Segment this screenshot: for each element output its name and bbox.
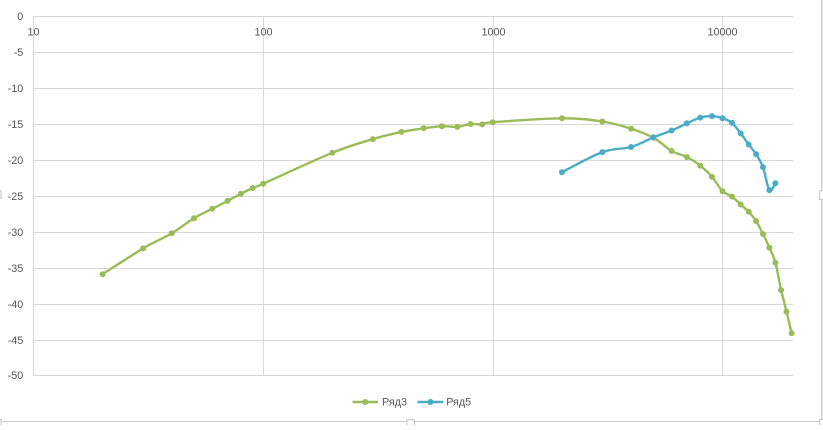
svg-text:1000: 1000 [481,27,505,39]
svg-text:-15: -15 [8,119,24,131]
svg-text:100: 100 [254,27,272,39]
svg-text:-40: -40 [8,299,24,311]
svg-text:10000: 10000 [707,27,737,39]
svg-text:-30: -30 [8,227,24,239]
svg-text:-45: -45 [8,335,24,347]
svg-text:-35: -35 [8,263,24,275]
svg-text:-25: -25 [8,191,24,203]
svg-text:Ряд3: Ряд3 [382,397,407,409]
svg-text:-50: -50 [8,370,24,382]
svg-text:0: 0 [17,11,23,23]
svg-text:Ряд5: Ряд5 [446,397,471,409]
svg-text:-5: -5 [14,47,24,59]
svg-text:10: 10 [27,27,39,39]
svg-text:-10: -10 [8,83,24,95]
svg-text:-20: -20 [8,155,24,167]
